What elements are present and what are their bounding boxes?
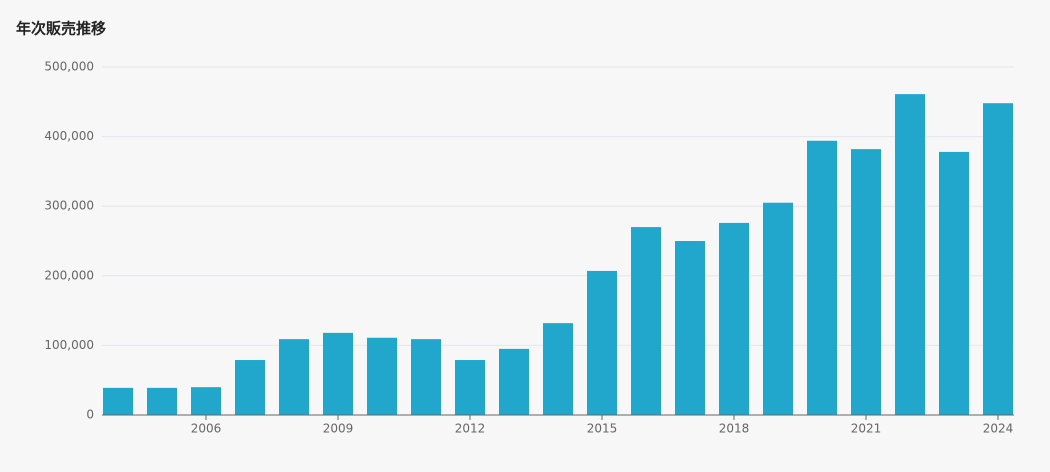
bar [631,227,661,415]
x-tick-label: 2015 [587,422,618,436]
bar [323,332,353,415]
bar [587,270,617,415]
bar [499,348,529,415]
bar [763,202,793,415]
bar [675,241,705,415]
y-tick-label: 300,000 [44,199,94,213]
y-tick-label: 200,000 [44,268,94,282]
bar [191,387,221,415]
bar [719,222,749,415]
bar [807,140,837,415]
bar [851,149,881,416]
y-tick-label: 400,000 [44,129,94,143]
bar [543,323,573,415]
y-tick-label: 500,000 [44,60,94,74]
bar [103,387,133,415]
bar [367,337,397,415]
bar [939,151,969,416]
x-tick-label: 2018 [719,422,750,436]
y-tick-label: 0 [86,408,94,422]
x-tick-label: 2012 [455,422,486,436]
x-tick-label: 2006 [191,422,222,436]
bar [279,339,309,415]
bar [411,339,441,415]
bar [147,387,177,415]
bar [235,360,265,415]
x-tick-label: 2021 [851,422,882,436]
bar [455,360,485,415]
y-tick-label: 100,000 [44,338,94,352]
bar [983,103,1013,415]
bar [895,94,925,416]
x-tick-label: 2009 [323,422,354,436]
x-tick-label: 2024 [983,422,1014,436]
chart-title: 年次販売推移 [16,20,106,38]
